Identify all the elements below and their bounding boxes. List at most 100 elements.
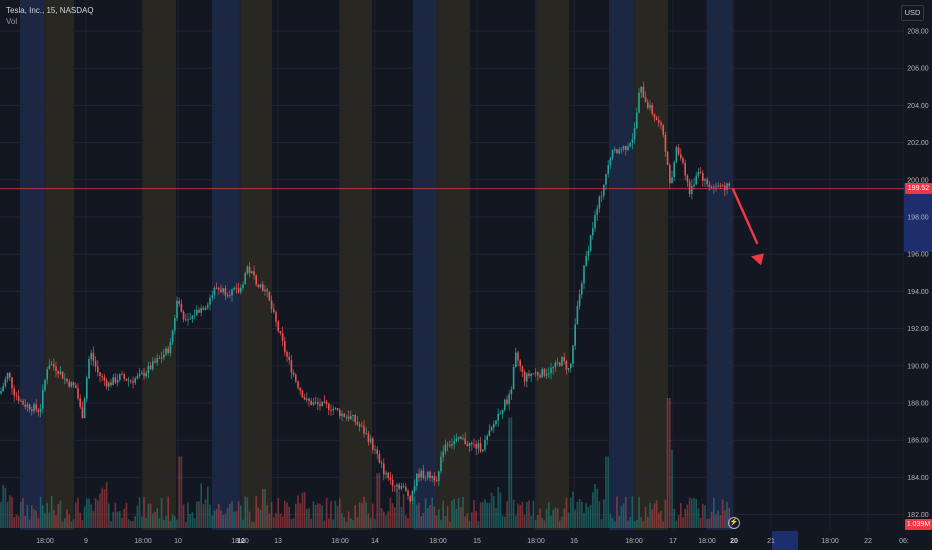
- candle-body: [616, 149, 618, 154]
- candle-body: [589, 235, 592, 251]
- candle-body: [600, 195, 603, 197]
- volume-bar: [532, 500, 535, 528]
- volume-bar: [537, 514, 539, 528]
- candle-body: [614, 149, 616, 151]
- candle-body: [112, 377, 114, 386]
- price-tick-label: 192.00: [907, 326, 929, 333]
- time-tick-label: 18:00: [821, 538, 839, 545]
- session-band: [44, 0, 74, 530]
- candle-body: [607, 165, 609, 174]
- volume-bar: [664, 499, 667, 528]
- candle-body: [262, 284, 264, 292]
- drawn-down-arrow[interactable]: [731, 187, 764, 266]
- volume-bar: [625, 496, 627, 528]
- volume-bar: [108, 503, 110, 528]
- candle-body: [506, 399, 508, 405]
- volume-bar: [572, 491, 574, 528]
- volume-bar: [130, 521, 132, 528]
- candle-body: [235, 287, 238, 289]
- candle-body: [264, 289, 266, 292]
- candle-body: [176, 300, 178, 319]
- candle-body: [435, 480, 438, 482]
- candle-body: [48, 365, 51, 370]
- session-band: [609, 0, 634, 530]
- price-axis-panel[interactable]: [904, 0, 932, 550]
- volume-bar: [279, 513, 282, 528]
- price-tick-label: 186.00: [907, 438, 929, 445]
- volume-bar: [655, 500, 658, 528]
- volume-bar: [48, 512, 51, 528]
- candle-body: [684, 162, 686, 176]
- candle-body: [255, 275, 257, 285]
- volume-bar: [666, 398, 669, 528]
- candle-body: [266, 289, 268, 292]
- volume-bar: [114, 502, 117, 528]
- volume-bar: [17, 515, 20, 528]
- volume-bar: [684, 508, 686, 528]
- candle-body: [710, 186, 713, 188]
- candle-body: [369, 438, 372, 442]
- candle-body: [649, 105, 651, 108]
- time-tick-label: 18:00: [527, 538, 545, 545]
- candle-body: [640, 86, 642, 93]
- volume-bar: [675, 520, 678, 528]
- volume-bar: [66, 509, 68, 528]
- symbol-label[interactable]: Tesla, Inc., 15, NASDAQ: [6, 6, 94, 15]
- time-axis-panel[interactable]: [0, 530, 932, 550]
- candle-body: [339, 410, 341, 416]
- candle-body: [519, 360, 521, 367]
- candle-body: [189, 318, 191, 320]
- volume-bar: [169, 520, 172, 528]
- currency-button[interactable]: USD: [901, 5, 924, 21]
- candle-body: [178, 300, 180, 304]
- volume-bar: [508, 417, 510, 528]
- candle-body: [244, 273, 246, 285]
- volume-bar: [704, 505, 706, 528]
- time-tick-label: 18:00: [231, 538, 249, 545]
- candle-body: [583, 265, 585, 284]
- candle-body: [576, 305, 579, 325]
- volume-bar: [103, 489, 106, 528]
- candle-body: [233, 287, 235, 290]
- session-band: [20, 0, 44, 530]
- volume-bar: [554, 507, 557, 528]
- volume-bar: [574, 509, 576, 528]
- candle-body: [0, 391, 2, 394]
- candle-body: [317, 402, 319, 405]
- candle-body: [444, 444, 447, 452]
- volume-bar: [515, 515, 517, 528]
- volume-bar: [497, 487, 499, 528]
- volume-bar: [567, 512, 570, 528]
- candle-body: [198, 309, 200, 313]
- volume-bar: [510, 417, 513, 528]
- candle-body: [149, 365, 152, 369]
- volume-bar: [457, 497, 460, 528]
- price-axis[interactable]: 208.00 206.00 204.00 202.00 200.00 198.00 196.…: [907, 29, 929, 520]
- lightning-bolt-icon[interactable]: ⚡: [728, 517, 740, 529]
- volume-bars: [0, 398, 730, 528]
- candle-body: [380, 462, 383, 464]
- volume-label[interactable]: Vol: [6, 17, 18, 26]
- volume-bar: [358, 502, 361, 528]
- volume-bar: [99, 493, 101, 528]
- candle-body: [517, 352, 519, 361]
- candle-body: [314, 402, 317, 404]
- volume-bar: [455, 508, 458, 528]
- volume-bar: [6, 501, 9, 528]
- volume-bar: [484, 499, 486, 528]
- price-tick-label: 196.00: [907, 252, 929, 259]
- volume-bar: [57, 503, 59, 528]
- candle-body: [713, 186, 715, 188]
- volume-bar: [587, 507, 590, 528]
- candle-body: [20, 400, 22, 402]
- candle-body: [691, 186, 693, 195]
- candle-body: [64, 378, 66, 380]
- volume-bar: [616, 496, 618, 528]
- volume-bar: [15, 514, 18, 528]
- candle-body: [572, 345, 574, 364]
- volume-bar: [708, 518, 711, 528]
- volume-bar: [231, 501, 233, 528]
- price-range-highlight: [904, 183, 932, 252]
